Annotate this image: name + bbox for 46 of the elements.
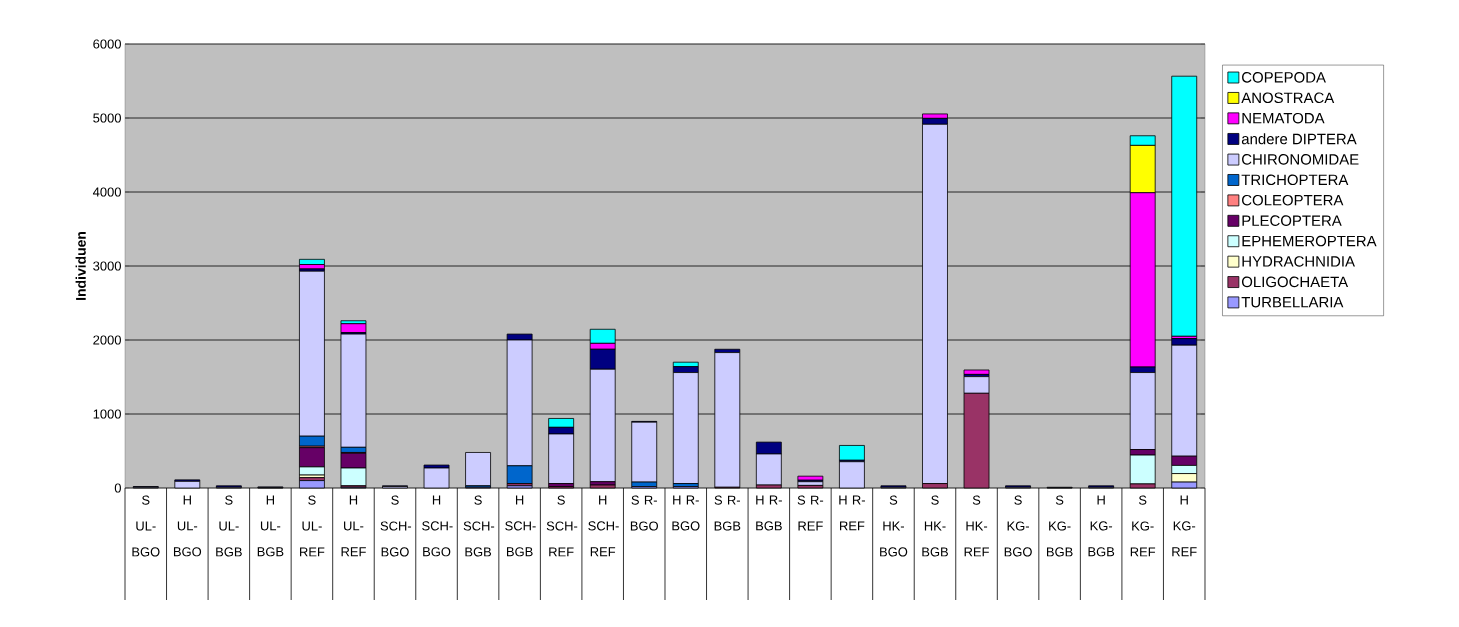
category-label: S R-BGB <box>714 495 741 531</box>
category-label: H R-REF <box>839 495 865 531</box>
category-label: S KG-BGO <box>1004 495 1032 557</box>
y-tick-label: 6000 <box>93 39 121 49</box>
legend-label: COLEOPTERA <box>1242 194 1344 206</box>
category-label: H SCH-REF <box>588 495 619 557</box>
y-tick-label: 4000 <box>92 187 121 197</box>
category-label: S HK-BGO <box>880 495 908 557</box>
y-tick-label: 5000 <box>93 113 121 123</box>
category-label: H UL-BGB <box>257 495 284 557</box>
category-label: S R-BGO <box>630 495 658 531</box>
category-label: S HK-BGB <box>922 495 948 557</box>
category-label: H KG-BGB <box>1088 495 1115 557</box>
category-label: H SCH-BGO <box>422 495 453 557</box>
category-label: H SCH-BGB <box>505 495 536 557</box>
category-label: S KG-BGB <box>1046 495 1073 557</box>
category-label: H KG-REF <box>1172 495 1197 557</box>
category-label: S KG-REF <box>1130 495 1156 557</box>
category-label: S UL-BGB <box>216 495 242 557</box>
y-tick-label: 2000 <box>93 335 121 345</box>
category-label: H R-BGB <box>756 495 782 531</box>
legend-label: OLIGOCHAETA <box>1241 276 1349 288</box>
category-label: S UL-REF <box>300 495 325 557</box>
legend-label: andere DIPTERA <box>1241 133 1357 145</box>
legend-label: EPHEMEROPTERA <box>1242 235 1377 247</box>
legend-label: TRICHOPTERA <box>1241 174 1349 186</box>
legend-label: ANOSTRACA <box>1241 92 1335 104</box>
legend-label: COPEPODA <box>1242 72 1326 83</box>
legend-label: TURBELLARIA <box>1241 297 1344 308</box>
legend-label: PLECOPTERA <box>1242 215 1342 226</box>
legend-label: NEMATODA <box>1242 112 1325 124</box>
category-label: S UL-BGO <box>132 495 160 557</box>
category-label: H UL-REF <box>341 495 366 557</box>
category-label: S R-REF <box>797 495 824 531</box>
category-label: H R-BGO <box>672 495 700 531</box>
y-axis-title: Individuen <box>75 231 86 300</box>
y-tick-label: 3000 <box>93 261 121 271</box>
category-label: S HK-REF <box>964 495 989 557</box>
category-label: S SCH-BGO <box>380 495 412 557</box>
y-tick-label: 1000 <box>93 409 121 419</box>
y-tick-label: 0 <box>114 483 121 493</box>
category-label: H UL-BGO <box>173 495 202 557</box>
category-label: S SCH-BGB <box>463 495 495 557</box>
legend-label: CHIRONOMIDAE <box>1242 154 1359 165</box>
legend-label: HYDRACHNIDIA <box>1242 256 1355 267</box>
category-label: S SCH-REF <box>546 495 578 557</box>
